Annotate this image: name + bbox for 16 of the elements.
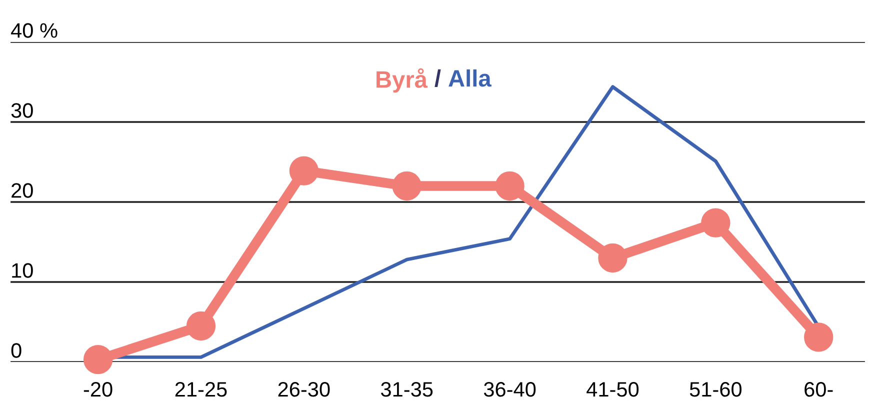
text: Alla: [448, 69, 492, 87]
y-tick-label: 0: [11, 343, 22, 358]
x-tick-label: 51-60: [690, 382, 742, 397]
annotation: /: [434, 69, 441, 87]
x-tick-label: -20: [84, 382, 112, 397]
x-tick-label: 31-35: [381, 382, 433, 397]
x-tick-label: 60-: [804, 382, 833, 397]
y-tick-label: 20: [12, 183, 33, 198]
x-tick-label: 41-50: [586, 382, 639, 397]
y-tick-label: 30: [11, 103, 33, 118]
x-tick-label: 26-30: [278, 382, 330, 397]
x-tick-label: 36-40: [484, 382, 536, 397]
text: Byrå: [376, 68, 428, 93]
x-tick-label: 21-25: [175, 382, 227, 397]
y-tick-label: 40 %: [11, 23, 58, 38]
y-tick-label: 10: [12, 263, 33, 278]
